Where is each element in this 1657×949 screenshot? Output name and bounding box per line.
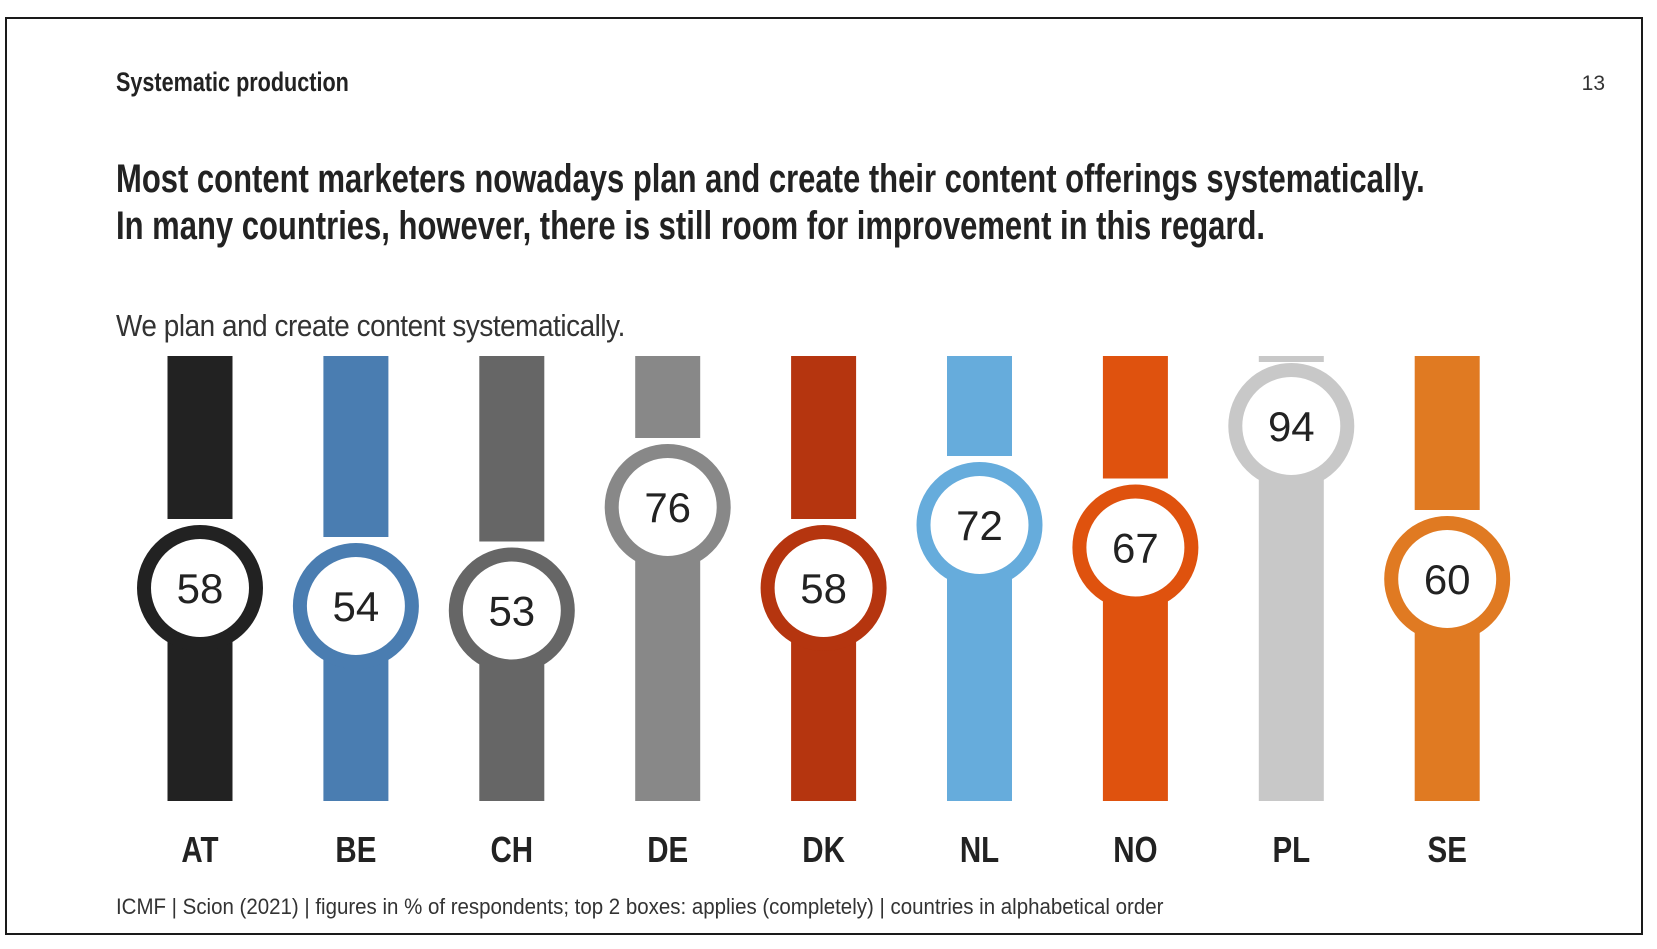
bar-top-segment-de bbox=[635, 356, 701, 438]
value-marker-se bbox=[1384, 516, 1511, 642]
bar-top-segment-nl bbox=[947, 356, 1012, 456]
bar-top-segment-at bbox=[167, 356, 233, 519]
bar-top-segment-se bbox=[1414, 356, 1480, 510]
source-footnote: ICMF | Scion (2021) | figures in % of re… bbox=[116, 894, 1164, 919]
section-title: Systematic production bbox=[116, 67, 349, 97]
category-label-pl: PL bbox=[1272, 829, 1310, 869]
headline-line-2: In many countries, however, there is sti… bbox=[116, 204, 1265, 248]
category-label-se: SE bbox=[1428, 829, 1467, 869]
data-label-dk: 58 bbox=[800, 565, 847, 612]
slide-frame bbox=[5, 17, 1643, 935]
bar-top-segment-be bbox=[323, 356, 389, 537]
bar-top-segment-no bbox=[1102, 356, 1168, 479]
value-marker-pl bbox=[1228, 363, 1355, 489]
data-label-pl: 94 bbox=[1268, 403, 1315, 450]
category-label-de: DE bbox=[647, 829, 688, 869]
data-label-de: 76 bbox=[644, 484, 691, 531]
value-marker-dk bbox=[760, 525, 887, 651]
category-label-at: AT bbox=[181, 829, 218, 869]
data-label-at: 58 bbox=[177, 565, 224, 612]
category-label-nl: NL bbox=[960, 829, 999, 869]
data-label-ch: 53 bbox=[488, 588, 535, 635]
value-marker-no bbox=[1072, 484, 1199, 611]
data-label-be: 54 bbox=[333, 583, 380, 630]
headline: Most content marketers nowadays plan and… bbox=[116, 156, 1657, 250]
category-label-ch: CH bbox=[490, 829, 533, 869]
bar-top-segment-ch bbox=[479, 356, 545, 542]
data-label-nl: 72 bbox=[956, 502, 1003, 549]
bar-top-segment-dk bbox=[791, 356, 857, 519]
value-marker-be bbox=[292, 543, 419, 669]
value-marker-de bbox=[604, 444, 731, 570]
page-number: 13 bbox=[1581, 72, 1605, 95]
data-label-no: 67 bbox=[1112, 525, 1159, 572]
data-label-se: 60 bbox=[1424, 556, 1471, 603]
category-label-no: NO bbox=[1113, 829, 1157, 869]
value-marker-nl bbox=[916, 462, 1043, 588]
bar-top-segment-pl bbox=[1258, 356, 1324, 362]
category-label-be: BE bbox=[335, 829, 376, 869]
value-marker-ch bbox=[448, 547, 575, 674]
value-marker-at bbox=[137, 525, 263, 651]
chart-title: We plan and create content systematicall… bbox=[116, 308, 625, 343]
category-label-dk: DK bbox=[802, 829, 845, 869]
headline-line-1: Most content marketers nowadays plan and… bbox=[116, 157, 1425, 201]
